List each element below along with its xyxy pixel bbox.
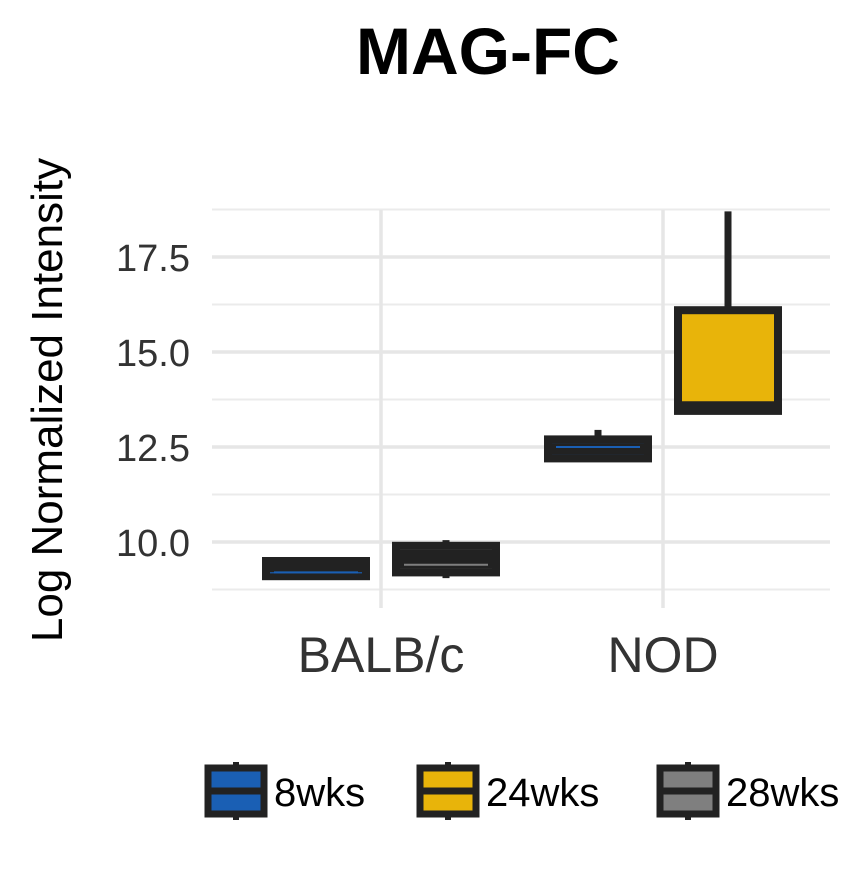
x-tick-label: BALB/c [298,627,465,683]
box-fill [552,443,644,455]
y-axis-ticks: 10.0 12.5 15.0 17.5 [116,238,190,565]
chart-title: MAG-FC [356,14,620,88]
box-fill [400,549,492,569]
legend-item-24wks: 24wks [416,762,599,820]
legend-item-28wks: 28wks [656,762,839,820]
x-tick-label: NOD [607,627,718,683]
y-tick-label: 12.5 [116,428,190,470]
y-tick-label: 17.5 [116,238,190,280]
box-body [674,306,782,415]
y-axis-label: Log Normalized Intensity [23,158,72,642]
box-24wks-nod [674,211,782,415]
legend: 8wks 24wks 28wks [204,762,839,820]
box-28wks-balbc [392,540,500,579]
box-8wks-balbc [262,557,370,581]
box-8wks-nod [544,429,652,463]
y-tick-label: 15.0 [116,333,190,375]
legend-label: 24wks [486,771,599,815]
box-fill [270,565,362,573]
legend-label: 28wks [726,771,839,815]
x-axis-ticks: BALB/c NOD [298,627,719,683]
y-tick-label: 10.0 [116,523,190,565]
boxplots [262,211,782,581]
legend-label: 8wks [274,771,365,815]
legend-item-8wks: 8wks [204,762,365,820]
